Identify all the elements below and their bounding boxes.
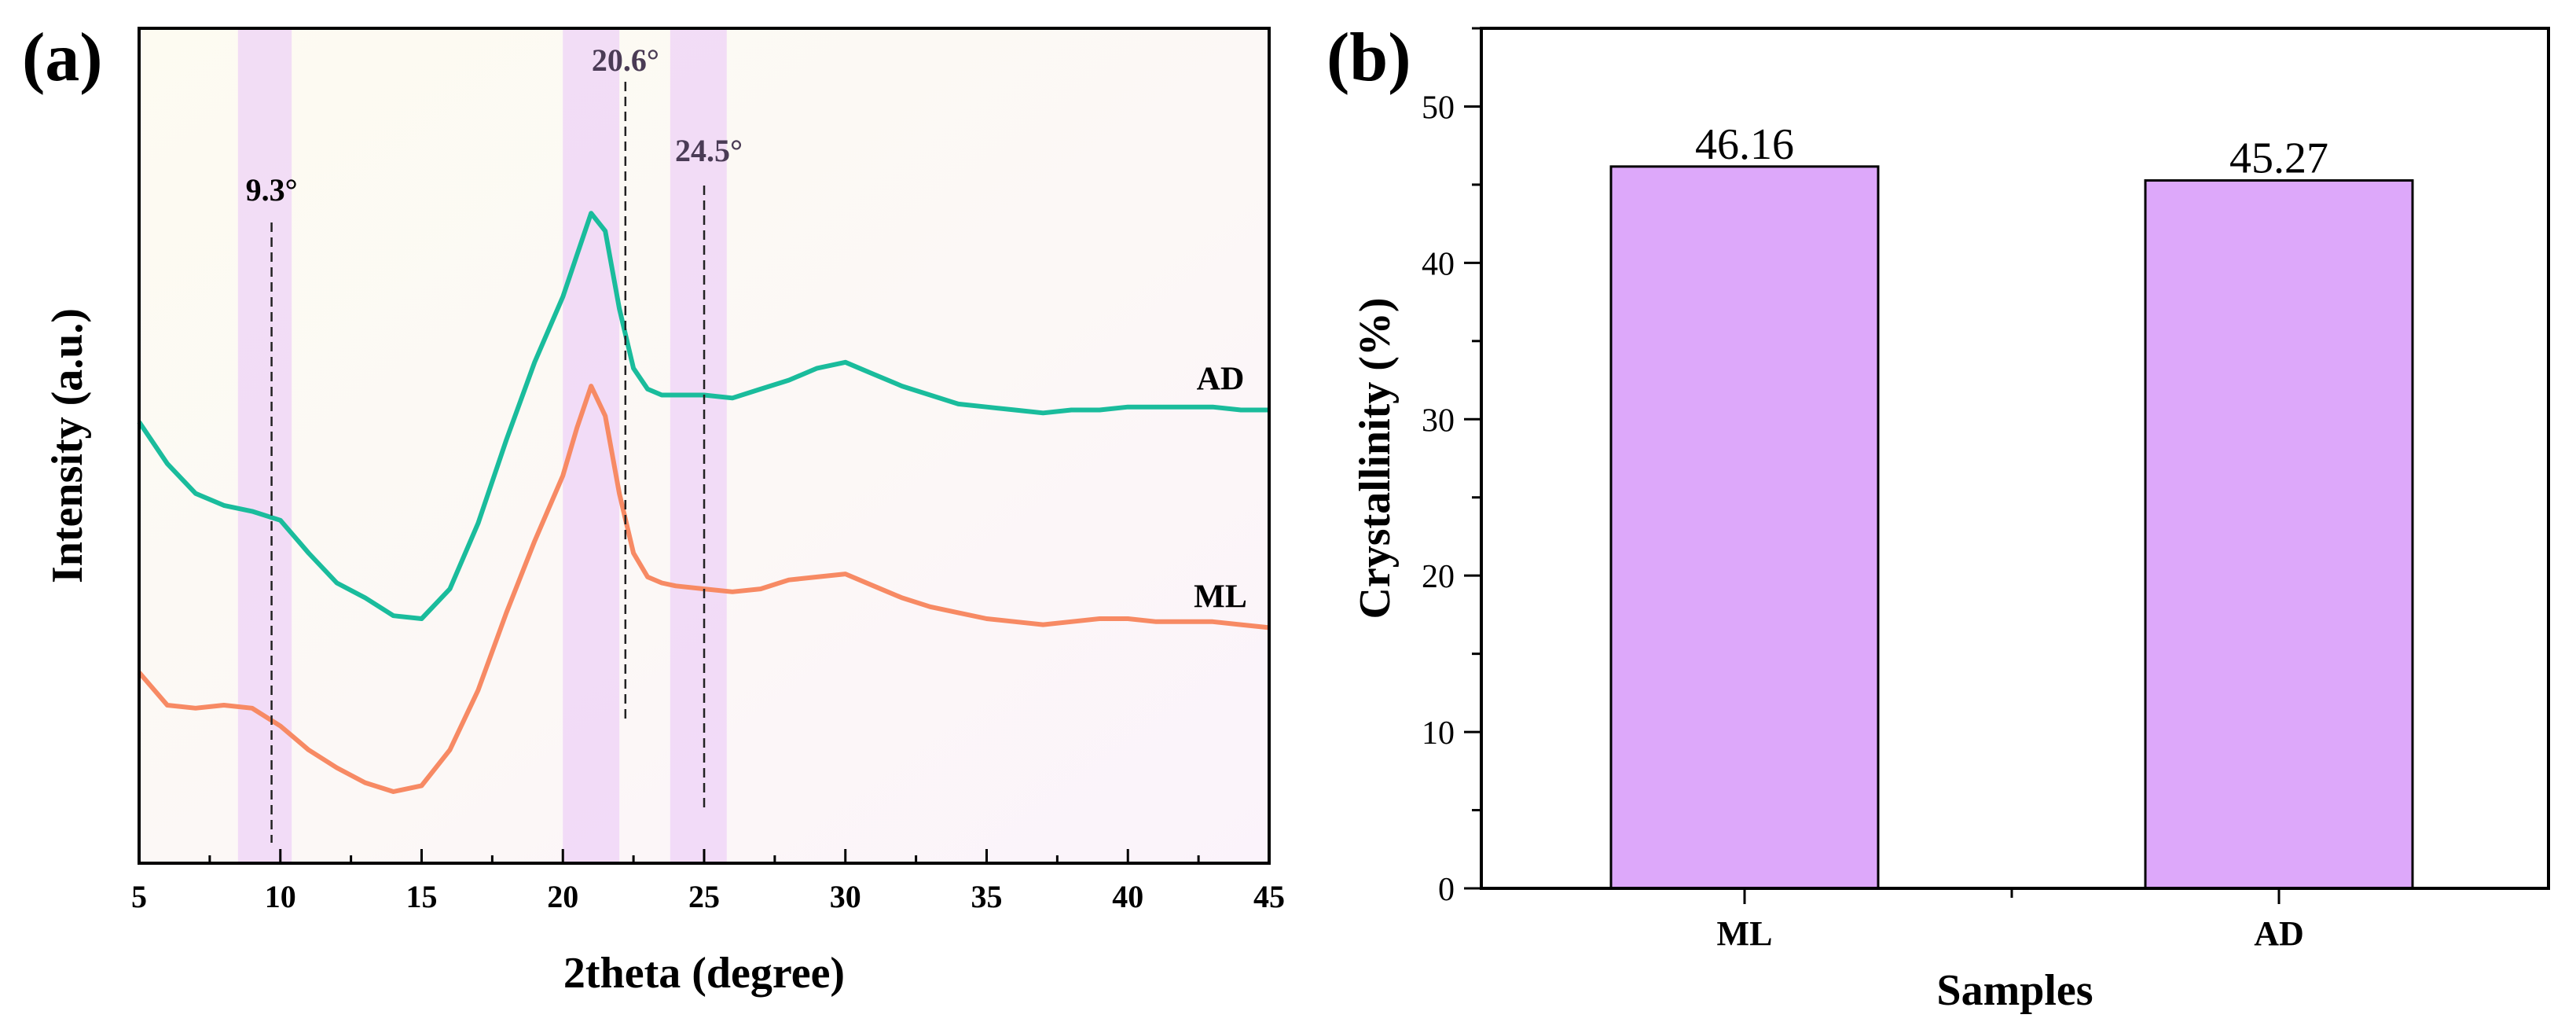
series-label-ad: AD	[1197, 361, 1245, 397]
x-axis-title: Samples	[1936, 966, 2093, 1015]
x-tick-label: 20	[547, 879, 578, 914]
value-label-ad: 45.27	[2229, 134, 2328, 183]
series-line-ad	[137, 211, 1269, 621]
highlight-band-3	[670, 28, 727, 863]
peak-label-2: 20.6°	[592, 42, 659, 78]
xrd-panel: (a) AD ML 9.3° 20.6° 24.5° 5 10 15 20 25 30 35 40 4…	[22, 20, 1285, 998]
x-tick-label: 10	[265, 879, 296, 914]
x-axis-ticks: ML AD	[1717, 888, 2304, 953]
y-axis-ticks: 0 10 20 30 40 50	[1422, 27, 1481, 908]
x-axis-title: 2theta (degree)	[563, 949, 845, 998]
bar-plot-frame	[1480, 27, 2550, 890]
x-tick-label: 5	[131, 879, 147, 914]
x-tick-label: 45	[1253, 879, 1285, 914]
category-label-ad: AD	[2254, 914, 2304, 953]
panel-label-b: (b)	[1327, 20, 1411, 96]
y-tick-label: 10	[1422, 715, 1455, 752]
y-tick-label: 30	[1422, 403, 1455, 439]
series-line-ml	[137, 384, 1270, 794]
series-label-ml: ML	[1194, 579, 1247, 615]
y-axis-title: Crystallinity (%)	[1351, 297, 1400, 619]
category-label-ml: ML	[1717, 914, 1773, 953]
peak-markers: 9.3° 20.6° 24.5°	[246, 42, 743, 843]
y-axis-title: Intensity (a.u.)	[43, 308, 92, 583]
peak-label-3: 24.5°	[675, 133, 743, 168]
x-tick-label: 30	[830, 879, 861, 914]
y-tick-label: 20	[1422, 559, 1455, 595]
value-label-ml: 46.16	[1695, 120, 1794, 169]
y-tick-label: 40	[1422, 246, 1455, 282]
y-tick-label: 0	[1438, 872, 1455, 908]
xrd-series-lines: AD ML	[137, 211, 1270, 794]
bar-ad	[2144, 179, 2414, 890]
x-axis-ticks: 5 10 15 20 25 30 35 40 45	[131, 849, 1285, 914]
crystallinity-bars: 46.16 45.27	[1609, 120, 2414, 890]
highlight-band-1	[237, 28, 292, 863]
x-tick-label: 15	[406, 879, 438, 914]
y-tick-label: 50	[1422, 90, 1455, 126]
x-tick-label: 25	[688, 879, 720, 914]
x-tick-label: 40	[1112, 879, 1143, 914]
bar-ml	[1609, 165, 1880, 890]
peak-label-1: 9.3°	[246, 172, 298, 208]
panel-label-a: (a)	[22, 20, 103, 96]
x-tick-label: 35	[971, 879, 1003, 914]
